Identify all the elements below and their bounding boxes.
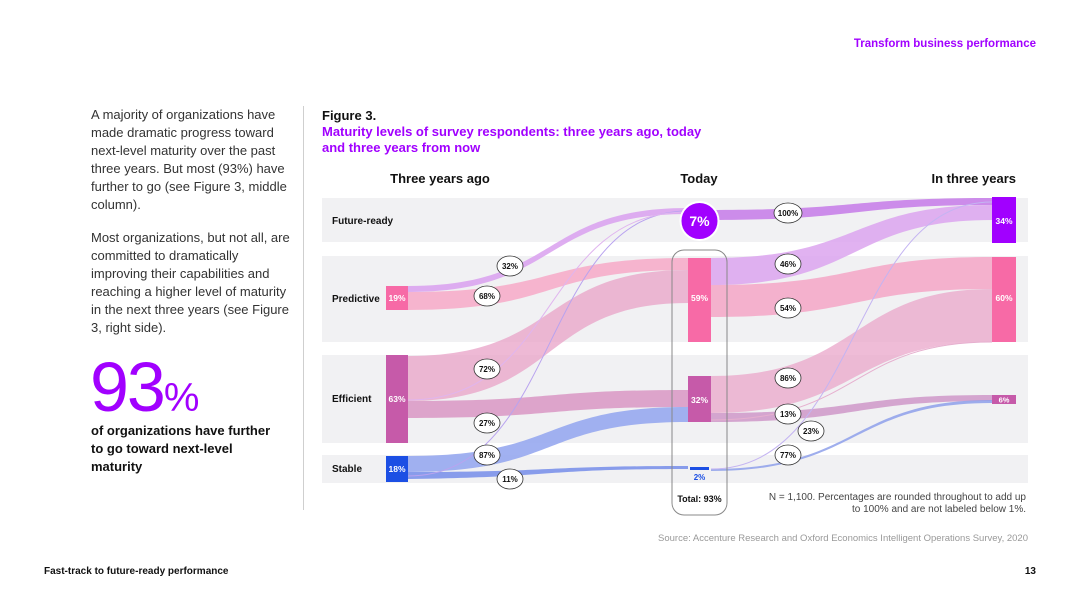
- col-header-three-years-ago: Three years ago: [390, 171, 490, 186]
- bubble-label: 32%: [502, 262, 518, 271]
- bubble-label: 54%: [780, 304, 796, 313]
- node-today-future-ready-label: 7%: [689, 213, 710, 229]
- figure-footnote: N = 1,100. Percentages are rounded throu…: [760, 492, 1026, 516]
- bubble-ago-stable-to-stable: 11%: [497, 469, 523, 489]
- bubble-label: 11%: [502, 475, 518, 484]
- bubble-ago-predictive-to-future-ready: 32%: [497, 256, 523, 276]
- sankey-chart: Three years ago Today In three years Fut…: [0, 0, 1080, 520]
- footer-doc-title: Fast-track to future-ready performance: [44, 566, 229, 577]
- bubble-label: 87%: [479, 451, 495, 460]
- node-ahead-future-ready-label: 34%: [995, 216, 1012, 226]
- row-label-predictive: Predictive: [332, 294, 380, 305]
- bubble-ago-predictive-to-predictive: 68%: [474, 286, 500, 306]
- node-today-stable-label: 2%: [694, 473, 706, 482]
- node-today-efficient-label: 32%: [691, 395, 708, 405]
- today-total-label: Total: 93%: [677, 494, 721, 504]
- bubble-label: 72%: [479, 365, 495, 374]
- node-ahead-efficient-label: 6%: [999, 396, 1010, 405]
- figure-source: Source: Accenture Research and Oxford Ec…: [658, 533, 1028, 544]
- col-header-in-three-years: In three years: [931, 171, 1016, 186]
- bubble-today-stable-to-future-ready: 23%: [798, 421, 824, 441]
- node-today-predictive-label: 59%: [691, 293, 708, 303]
- bubble-ago-efficient-to-predictive: 72%: [474, 359, 500, 379]
- row-label-efficient: Efficient: [332, 394, 372, 405]
- bubble-label: 77%: [780, 451, 796, 460]
- bubble-label: 68%: [479, 292, 495, 301]
- row-label-stable: Stable: [332, 464, 362, 475]
- bubble-label: 86%: [780, 374, 796, 383]
- node-today-stable: [690, 467, 709, 470]
- node-ago-efficient-label: 63%: [388, 394, 405, 404]
- node-ago-stable-label: 18%: [388, 464, 405, 474]
- bubble-today-stable-to-efficient: 77%: [775, 445, 801, 465]
- bubble-label: 100%: [778, 209, 798, 218]
- col-header-today: Today: [680, 171, 718, 186]
- row-label-future-ready: Future-ready: [332, 216, 394, 227]
- bubble-today-efficient-to-efficient: 13%: [775, 404, 801, 424]
- bubble-today-predictive-to-predictive: 54%: [775, 298, 801, 318]
- bubble-label: 46%: [780, 260, 796, 269]
- bubble-label: 27%: [479, 419, 495, 428]
- node-ago-predictive-label: 19%: [388, 293, 405, 303]
- bubble-today-efficient-to-predictive: 86%: [775, 368, 801, 388]
- bubble-ago-efficient-to-efficient: 27%: [474, 413, 500, 433]
- bubble-today-predictive-to-future-ready: 46%: [775, 254, 801, 274]
- bubble-label: 23%: [803, 427, 819, 436]
- bubble-today-future-ready-to-future-ready: 100%: [774, 203, 802, 223]
- bubble-ago-stable-to-efficient: 87%: [474, 445, 500, 465]
- footer-page-number: 13: [1025, 566, 1036, 577]
- bubble-label: 13%: [780, 410, 796, 419]
- node-ahead-predictive-label: 60%: [995, 293, 1012, 303]
